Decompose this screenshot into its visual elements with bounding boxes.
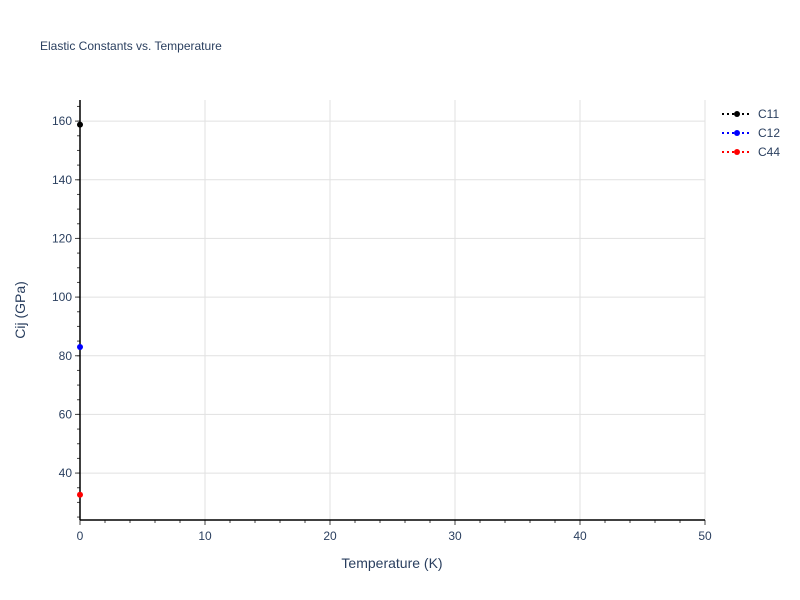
y-tick-label: 80 xyxy=(59,349,73,363)
x-axis-label: Temperature (K) xyxy=(341,555,442,571)
legend-marker-C12 xyxy=(734,130,740,136)
legend-marker-C11 xyxy=(734,111,740,117)
y-tick-label: 120 xyxy=(52,231,72,245)
grid xyxy=(80,100,706,520)
x-tick-label: 0 xyxy=(77,529,84,543)
y-tick-label: 40 xyxy=(59,466,73,480)
legend-label-C11: C11 xyxy=(758,107,779,121)
x-tick-label: 30 xyxy=(448,529,462,543)
data-point-C11 xyxy=(77,121,83,128)
data-point-C44 xyxy=(77,491,83,498)
legend-marker-C44 xyxy=(734,149,740,155)
y-tick-label: 100 xyxy=(52,290,72,304)
legend-label-C44: C44 xyxy=(758,145,780,159)
y-axis-label: Cij (GPa) xyxy=(12,281,28,339)
legend: C11 C12 C44 xyxy=(722,107,780,159)
x-tick-label: 10 xyxy=(198,529,212,543)
x-tick-label: 40 xyxy=(573,529,587,543)
chart-title: Elastic Constants vs. Temperature xyxy=(40,39,222,53)
legend-label-C12: C12 xyxy=(758,126,780,140)
y-tick-label: 140 xyxy=(52,173,72,187)
data-point-C12 xyxy=(77,343,83,350)
x-tick-label: 50 xyxy=(698,529,712,543)
data-marks xyxy=(77,121,83,498)
axes: 0 10 20 30 40 50 40 60 80 100 120 140 160 xyxy=(52,100,712,543)
x-tick-label: 20 xyxy=(323,529,337,543)
y-tick-label: 60 xyxy=(59,407,73,421)
y-tick-label: 160 xyxy=(52,114,72,128)
